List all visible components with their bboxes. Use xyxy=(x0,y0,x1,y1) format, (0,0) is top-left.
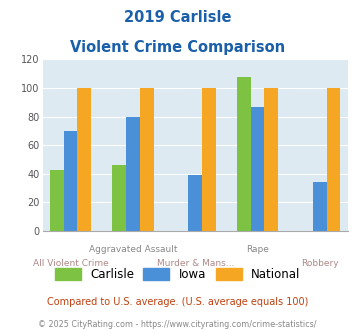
Bar xyxy=(64,131,77,231)
Bar xyxy=(50,170,64,231)
Bar xyxy=(189,175,202,231)
Bar xyxy=(264,88,278,231)
Bar xyxy=(237,77,251,231)
Bar xyxy=(327,88,340,231)
Bar xyxy=(313,182,327,231)
Bar xyxy=(140,88,153,231)
Legend: Carlisle, Iowa, National: Carlisle, Iowa, National xyxy=(50,263,305,286)
Text: Aggravated Assault: Aggravated Assault xyxy=(89,245,177,254)
Text: Violent Crime Comparison: Violent Crime Comparison xyxy=(70,40,285,54)
Text: Compared to U.S. average. (U.S. average equals 100): Compared to U.S. average. (U.S. average … xyxy=(47,297,308,307)
Bar xyxy=(251,107,264,231)
Text: All Violent Crime: All Violent Crime xyxy=(33,259,109,268)
Bar xyxy=(202,88,216,231)
Bar xyxy=(77,88,91,231)
Text: Rape: Rape xyxy=(246,245,269,254)
Text: 2019 Carlisle: 2019 Carlisle xyxy=(124,10,231,25)
Text: Murder & Mans...: Murder & Mans... xyxy=(157,259,234,268)
Bar xyxy=(113,165,126,231)
Bar xyxy=(126,116,140,231)
Text: © 2025 CityRating.com - https://www.cityrating.com/crime-statistics/: © 2025 CityRating.com - https://www.city… xyxy=(38,320,317,329)
Text: Robbery: Robbery xyxy=(301,259,339,268)
